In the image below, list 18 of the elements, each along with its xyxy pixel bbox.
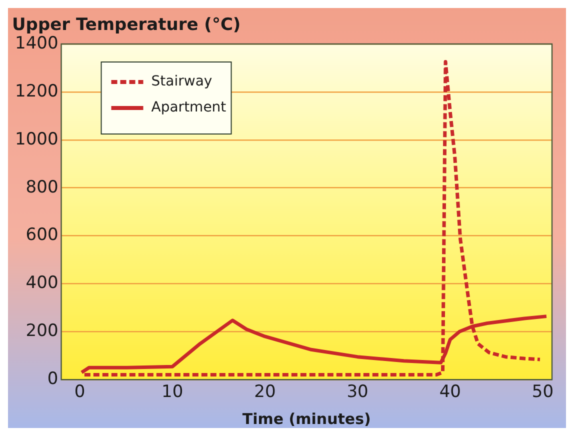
y-tick-label: 1400 (15, 33, 58, 54)
y-tick-label: 600 (26, 225, 58, 246)
x-tick-label: 30 (346, 382, 368, 402)
x-tick-label: 0 (74, 382, 86, 402)
y-tick-label: 1000 (15, 129, 58, 150)
x-tick-label: 40 (439, 382, 461, 402)
x-axis-title: Time (minutes) (242, 410, 371, 428)
y-axis-title: Upper Temperature (°C) (12, 15, 241, 35)
x-tick-label: 20 (254, 382, 276, 402)
legend-label: Apartment (151, 100, 227, 116)
legend-label: Stairway (151, 74, 212, 90)
x-tick-label: 10 (162, 382, 184, 402)
y-tick-label: 800 (26, 177, 58, 198)
y-tick-label: 400 (26, 273, 58, 294)
y-tick-label: 200 (26, 321, 58, 342)
y-tick-label: 1200 (15, 81, 58, 102)
y-tick-label: 0 (47, 369, 58, 390)
x-tick-label: 50 (532, 382, 554, 402)
